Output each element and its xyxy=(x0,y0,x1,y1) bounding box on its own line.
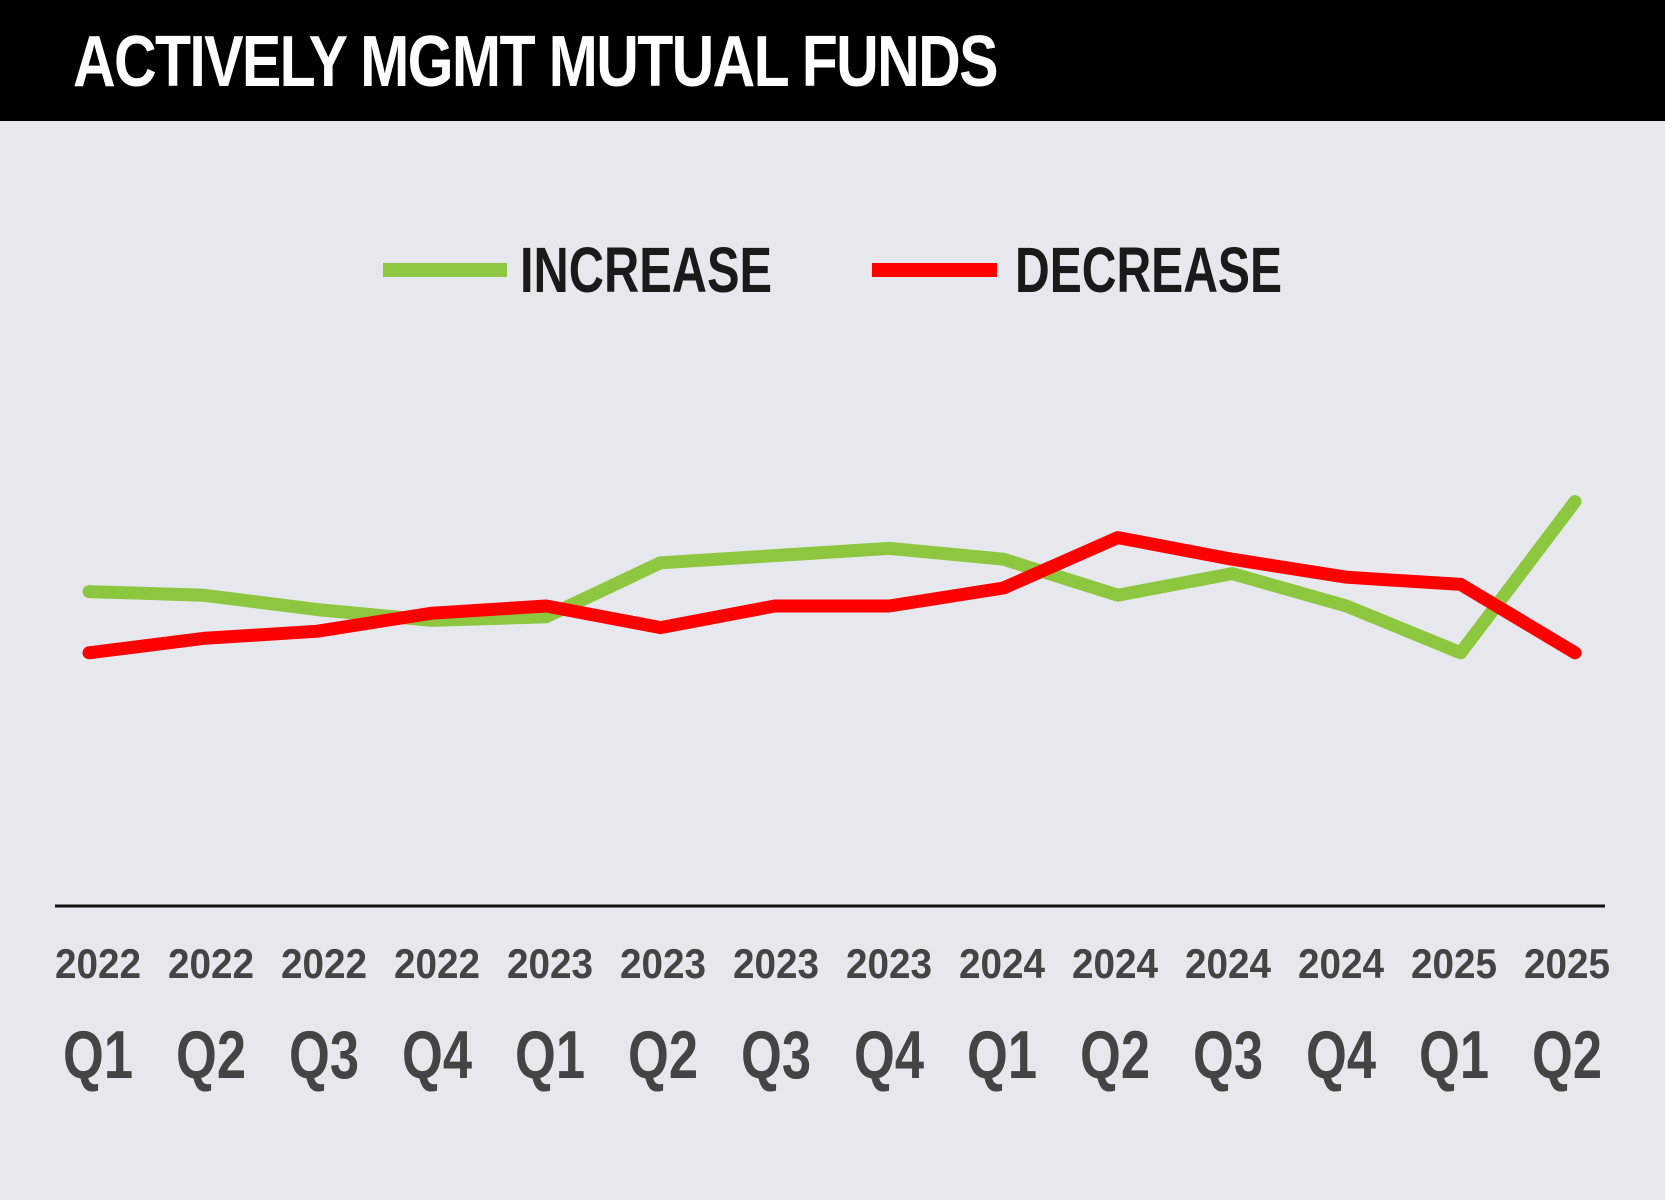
tick-label-quarter: Q4 xyxy=(854,1017,924,1093)
tick-label-year: 2024 xyxy=(1185,940,1272,987)
tick-label-year: 2023 xyxy=(846,940,932,987)
tick-label-quarter: Q3 xyxy=(1193,1017,1263,1093)
tick-label-year: 2022 xyxy=(55,940,141,987)
tick-label-quarter: Q2 xyxy=(1080,1017,1150,1093)
tick-label-quarter: Q2 xyxy=(628,1017,698,1093)
tick-label-year: 2025 xyxy=(1524,940,1610,987)
tick-label-quarter: Q1 xyxy=(515,1017,585,1093)
tick-label-quarter: Q4 xyxy=(402,1017,472,1093)
tick-label-quarter: Q1 xyxy=(1419,1017,1489,1093)
x-axis-ticks: 2022 Q1 2022 Q2 2022 Q3 2022 Q4 2023 Q1 2023 Q2 2023… xyxy=(55,940,1610,1093)
tick-label-year: 2022 xyxy=(394,940,480,987)
legend-label-increase: INCREASE xyxy=(520,234,772,306)
tick-label-quarter: Q1 xyxy=(967,1017,1037,1093)
tick-label-quarter: Q2 xyxy=(1532,1017,1602,1093)
tick-label-year: 2025 xyxy=(1411,940,1497,987)
tick-label-quarter: Q2 xyxy=(176,1017,246,1093)
tick-label-year: 2024 xyxy=(1072,940,1159,987)
tick-label-year: 2022 xyxy=(168,940,254,987)
series-line-increase xyxy=(82,495,1582,660)
tick-label-year: 2022 xyxy=(281,940,367,987)
tick-label-year: 2023 xyxy=(620,940,706,987)
tick-label-quarter: Q4 xyxy=(1306,1017,1376,1093)
legend: INCREASE DECREASE xyxy=(383,234,1282,306)
tick-label-quarter: Q3 xyxy=(289,1017,359,1093)
tick-label-year: 2023 xyxy=(733,940,819,987)
title-bar: ACTIVELY MGMT MUTUAL FUNDS xyxy=(0,0,1665,121)
series-line-decrease xyxy=(82,531,1582,660)
legend-label-decrease: DECREASE xyxy=(1015,234,1282,306)
tick-label-year: 2024 xyxy=(959,940,1046,987)
tick-label-year: 2024 xyxy=(1298,940,1385,987)
tick-label-year: 2023 xyxy=(507,940,593,987)
tick-label-quarter: Q1 xyxy=(63,1017,133,1093)
plot-area xyxy=(82,495,1582,660)
tick-label-quarter: Q3 xyxy=(741,1017,811,1093)
chart-title: ACTIVELY MGMT MUTUAL FUNDS xyxy=(73,22,999,102)
